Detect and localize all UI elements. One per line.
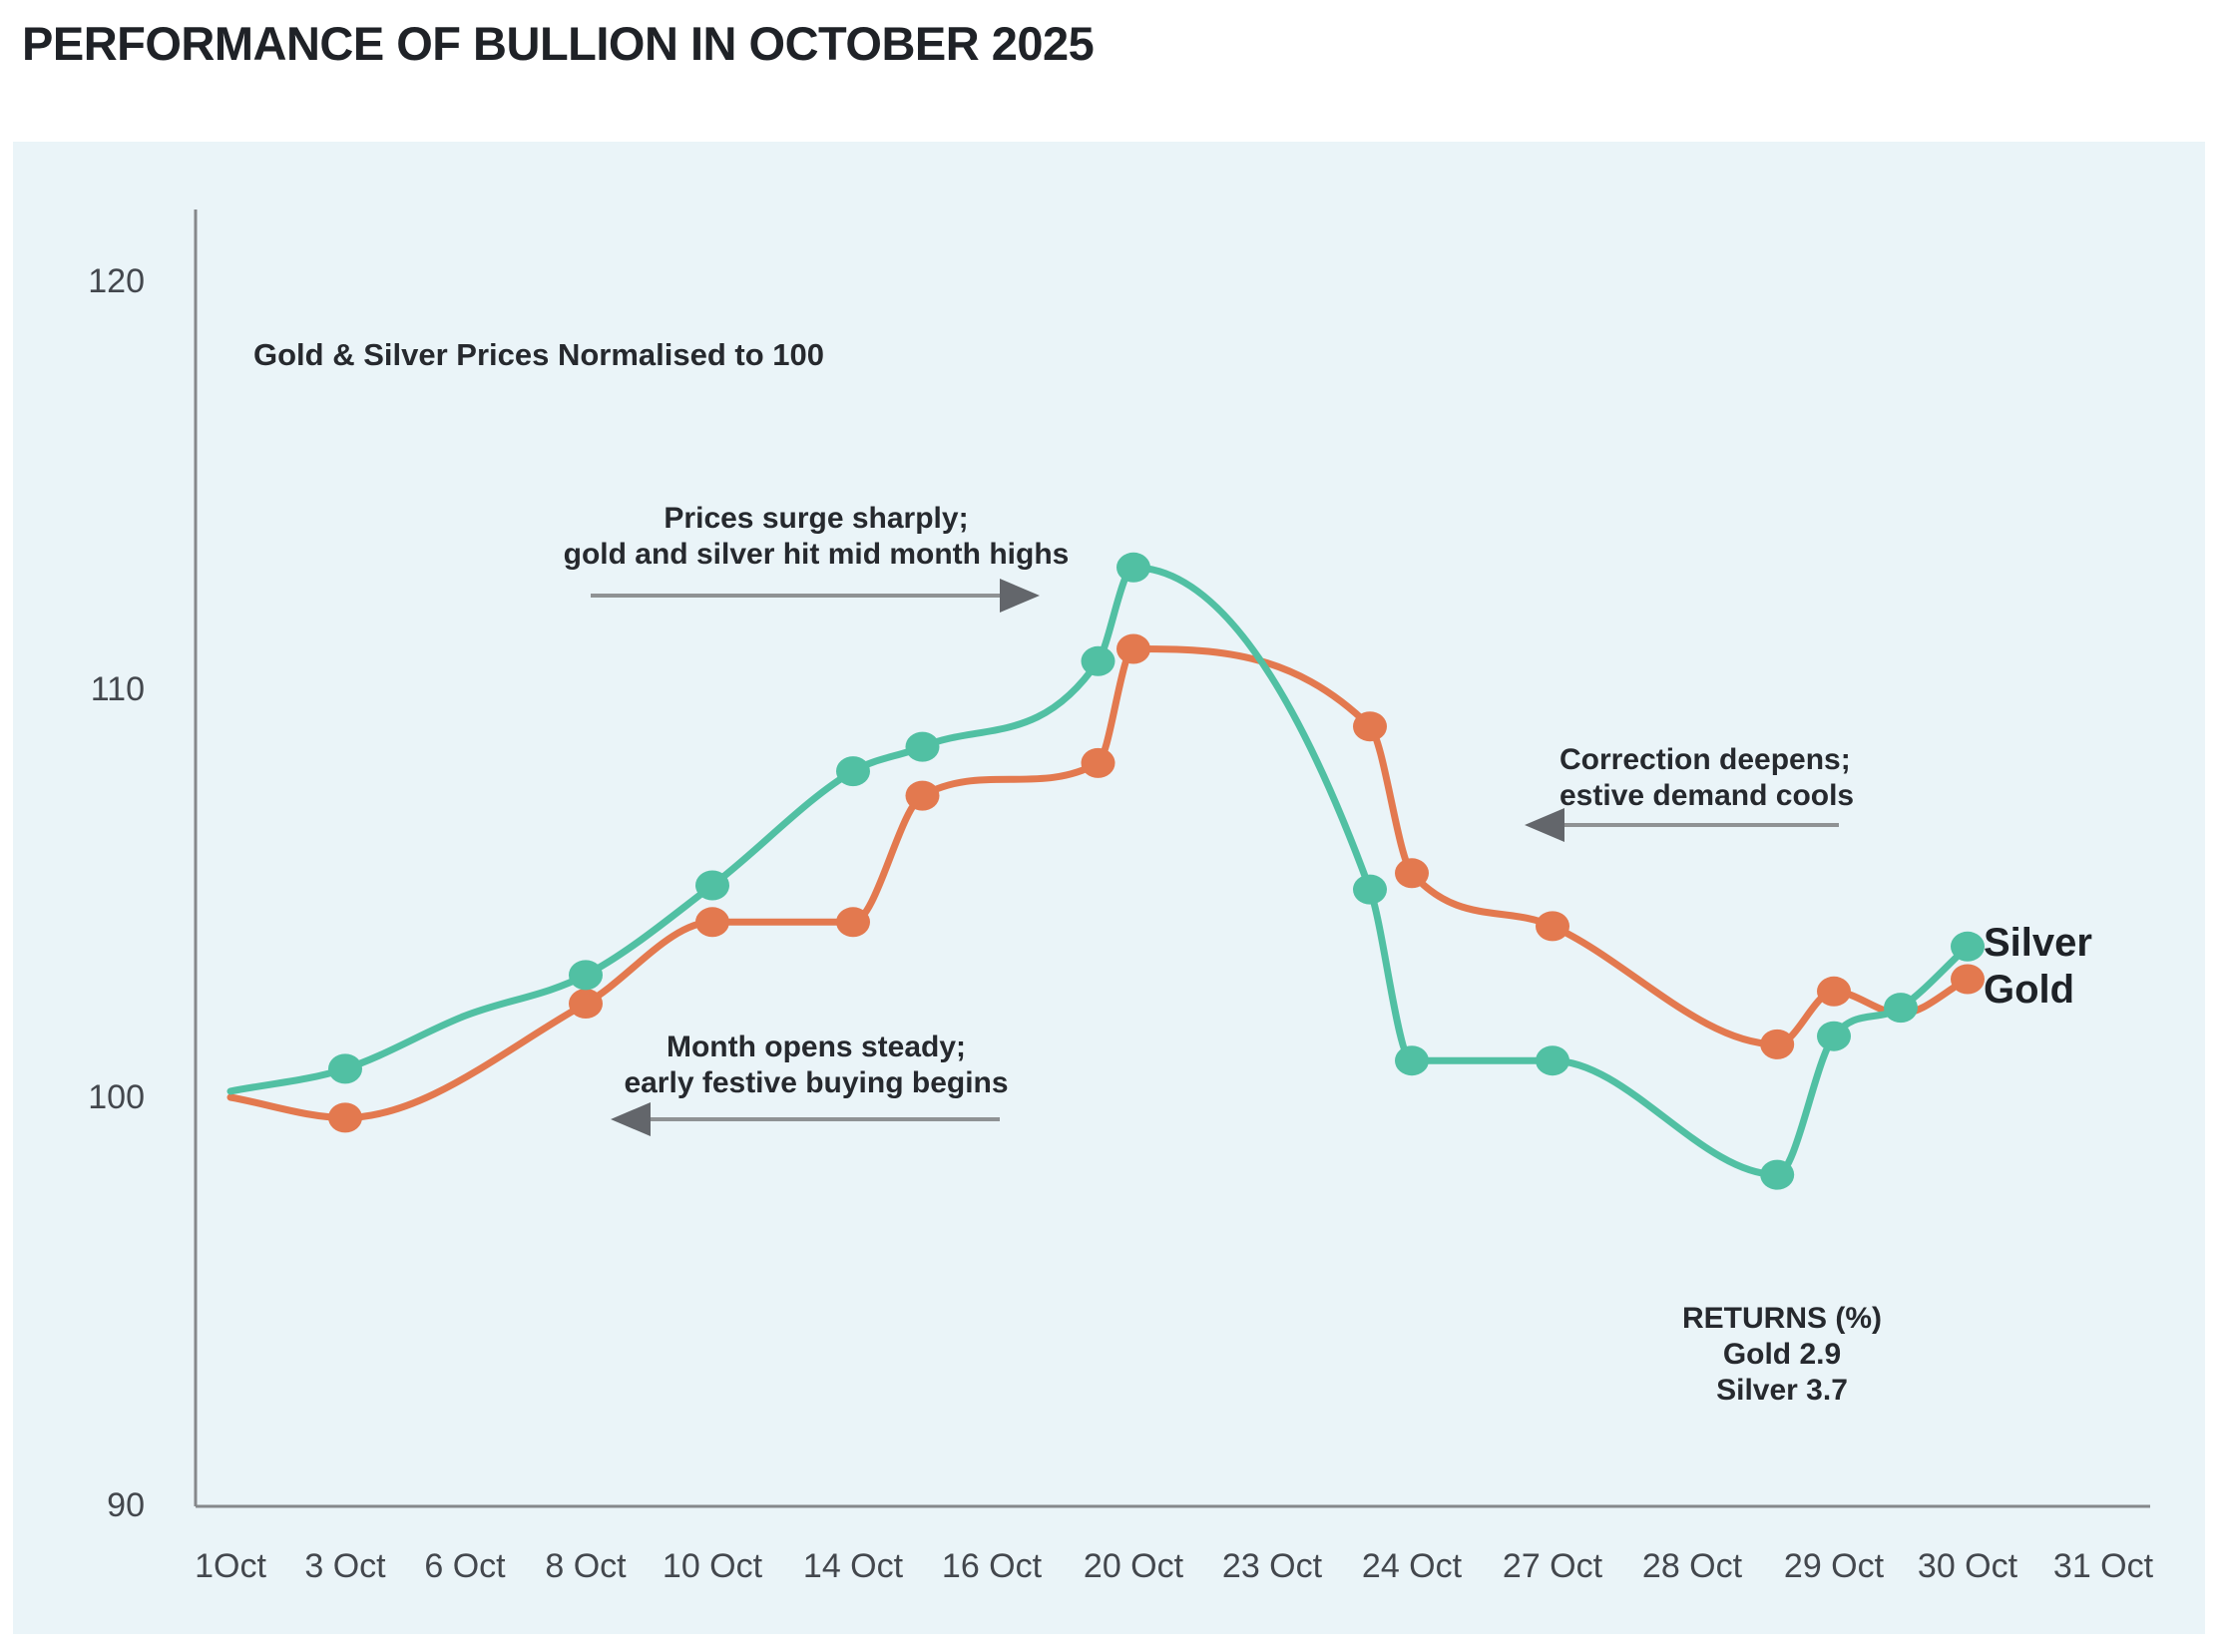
arrow-right-icon [1000, 579, 1040, 613]
returns-title: RETURNS (%) [1682, 1302, 1882, 1335]
x-tick-24oct: 24 Oct [1361, 1547, 1463, 1585]
silver-series-label: Silver [1984, 921, 2092, 965]
gold-point [1116, 633, 1150, 664]
annotation-line: gold and silver hit mid month highs [563, 538, 1070, 571]
x-tick-29oct: 29 Oct [1783, 1547, 1885, 1585]
silver-point [328, 1053, 362, 1084]
x-tick-3oct: 3 Oct [304, 1547, 386, 1585]
annotation-line: estive demand cools [1559, 779, 1855, 812]
silver-point [569, 960, 603, 991]
gold-point [1536, 911, 1569, 942]
silver-point [1395, 1045, 1429, 1076]
gold-point [695, 907, 729, 938]
annotation-line: early festive buying begins [624, 1066, 1009, 1099]
y-tick-120: 120 [88, 262, 145, 300]
annotation-line: Prices surge sharply; [664, 502, 969, 535]
gold-point [1353, 711, 1387, 742]
correction-arrow [1525, 808, 1839, 842]
gold-point [1395, 858, 1429, 889]
returns-box: RETURNS (%) Gold 2.9 Silver 3.7 [1483, 1301, 2081, 1409]
silver-point [1760, 1159, 1795, 1190]
silver-point [695, 870, 729, 901]
x-tick-30oct: 30 Oct [1917, 1547, 2018, 1585]
annotation-correction: Correction deepens; estive demand cools [1559, 742, 2158, 814]
silver-point [1951, 931, 1985, 962]
x-tick-27oct: 27 Oct [1502, 1547, 1603, 1585]
gold-point [328, 1102, 362, 1133]
silver-point [1353, 874, 1387, 905]
axes [194, 209, 2150, 1508]
gold-point [836, 907, 870, 938]
y-tick-90: 90 [107, 1486, 145, 1524]
x-tick-16oct: 16 Oct [941, 1547, 1043, 1585]
annotation-open: Month opens steady; early festive buying… [367, 1030, 1265, 1101]
gold-series-label: Gold [1984, 968, 2075, 1012]
y-tick-100: 100 [88, 1078, 145, 1116]
x-tick-31oct: 31 Oct [2052, 1547, 2154, 1585]
open-arrow [611, 1102, 1000, 1136]
silver-point [1817, 1021, 1851, 1051]
silver-point [1536, 1045, 1569, 1076]
surge-arrow [591, 579, 1040, 613]
x-tick-6oct: 6 Oct [424, 1547, 506, 1585]
annotation-surge: Prices surge sharply; gold and silver hi… [367, 501, 1265, 573]
x-tick-8oct: 8 Oct [545, 1547, 627, 1585]
returns-silver: Silver 3.7 [1716, 1374, 1848, 1407]
annotation-line: Correction deepens; [1559, 743, 1851, 776]
x-tick-14oct: 14 Oct [802, 1547, 904, 1585]
x-tick-28oct: 28 Oct [1641, 1547, 1743, 1585]
chart-panel [13, 142, 2205, 1634]
silver-point [1884, 993, 1918, 1024]
x-tick-20oct: 20 Oct [1083, 1547, 1184, 1585]
silver-point [836, 756, 870, 787]
returns-gold: Gold 2.9 [1722, 1338, 1842, 1371]
gold-point [905, 780, 940, 811]
arrow-left-icon [611, 1102, 651, 1136]
annotation-line: Month opens steady; [666, 1031, 966, 1063]
page-title: PERFORMANCE OF BULLION IN OCTOBER 2025 [22, 17, 1095, 70]
gold-point [1951, 964, 1985, 995]
chart-subtitle: Gold & Silver Prices Normalised to 100 [253, 337, 825, 372]
gold-point [569, 989, 603, 1019]
silver-point [1116, 552, 1150, 583]
gold-point [1760, 1029, 1795, 1059]
series-layer [226, 552, 1985, 1190]
y-tick-110: 110 [90, 670, 145, 708]
gold-point [1081, 747, 1115, 778]
arrow-left-icon [1525, 808, 1564, 842]
silver-point [1081, 645, 1115, 676]
x-tick-23oct: 23 Oct [1221, 1547, 1323, 1585]
silver-point [905, 731, 940, 762]
x-tick-1oct: 1Oct [195, 1547, 266, 1585]
x-tick-10oct: 10 Oct [662, 1547, 763, 1585]
gold-point [1817, 976, 1851, 1007]
